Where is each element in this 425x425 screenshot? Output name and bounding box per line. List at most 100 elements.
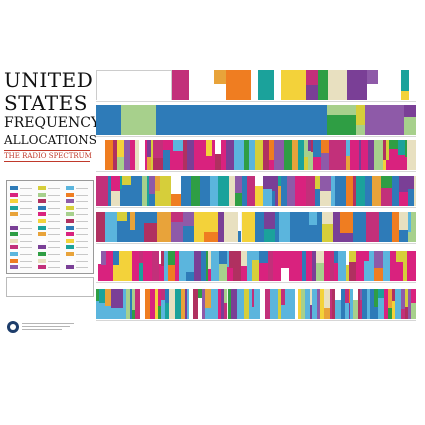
allocation-segment: [297, 289, 302, 319]
legend-text: [48, 221, 60, 222]
allocation-subsegment: [162, 140, 171, 150]
legend-text: [76, 234, 88, 236]
allocation-subsegment: [333, 251, 339, 263]
allocation-segment: [410, 212, 416, 242]
allocation-segment: [317, 212, 323, 242]
allocation-segment: [278, 212, 290, 242]
legend-swatch: [66, 192, 74, 197]
allocation-segment: [271, 176, 275, 206]
allocation-subsegment: [206, 140, 213, 157]
legend-text: [20, 194, 32, 196]
frequency-scale: [96, 101, 416, 102]
allocation-segment: [324, 289, 330, 319]
title-line: UNITED: [4, 68, 94, 92]
allocation-subsegment: [305, 70, 318, 86]
allocation-subsegment: [315, 176, 320, 189]
allocation-segment: [311, 251, 317, 281]
allocation-subsegment: [346, 140, 351, 157]
allocation-segment: [170, 140, 174, 170]
allocation-segment: [111, 176, 120, 206]
allocation-segment: [146, 176, 149, 206]
allocation-segment: [293, 251, 302, 281]
legend-swatch: [66, 232, 74, 237]
legend-text: [76, 207, 88, 209]
allocation-segment: [391, 212, 400, 242]
allocation-segment: [167, 251, 175, 281]
allocation-segment: [338, 251, 347, 281]
allocation-segment: [186, 251, 195, 281]
allocation-subsegment: [316, 251, 325, 264]
legend-swatch: [66, 219, 74, 223]
legend-text: [48, 260, 60, 262]
allocation-segment: [131, 289, 136, 319]
allocation-segment: [364, 105, 405, 135]
legend-text: [20, 227, 32, 229]
allocation-subsegment: [98, 251, 101, 265]
allocation-segment: [214, 140, 222, 170]
legend-text: [20, 214, 32, 216]
allocation-segment: [312, 289, 317, 319]
legend-swatch: [10, 265, 18, 270]
allocation-segment: [204, 212, 219, 242]
allocation-subsegment: [404, 289, 408, 307]
allocation-segment: [350, 289, 354, 319]
allocation-segment: [307, 140, 311, 170]
allocation-subsegment: [348, 251, 357, 262]
allocation-subsegment: [398, 176, 409, 193]
allocation-subsegment: [410, 289, 416, 303]
legend-swatch: [38, 265, 46, 270]
allocation-segment: [374, 140, 383, 170]
allocation-subsegment: [356, 105, 365, 125]
allocation-segment: [153, 140, 163, 170]
allocation-segment: [328, 70, 347, 100]
allocation-subsegment: [380, 176, 393, 188]
allocation-segment: [294, 176, 306, 206]
allocation-segment: [96, 105, 122, 135]
allocation-segment: [171, 176, 181, 206]
allocation-segment: [247, 176, 255, 206]
allocation-subsegment: [247, 176, 255, 193]
allocation-subsegment: [322, 212, 334, 225]
allocation-subsegment: [303, 140, 308, 158]
allocation-subsegment: [240, 251, 247, 266]
allocation-segment: [330, 176, 335, 206]
allocation-segment: [404, 105, 416, 135]
allocation-segment: [413, 251, 416, 281]
legend-swatch: [66, 265, 74, 270]
allocation-subsegment: [408, 176, 414, 190]
allocation-segment: [407, 140, 416, 170]
allocation-subsegment: [213, 70, 227, 85]
allocation-segment: [122, 289, 126, 319]
allocation-segment: [305, 70, 318, 100]
allocation-segment: [161, 251, 165, 281]
allocation-segment: [382, 251, 390, 281]
allocation-segment: [254, 176, 264, 206]
allocation-segment: [171, 212, 184, 242]
allocation-segment: [144, 289, 151, 319]
allocation-segment: [188, 289, 194, 319]
allocation-segment: [135, 289, 140, 319]
allocation-segment: [281, 70, 306, 100]
allocation-segment: [210, 176, 219, 206]
allocation-segment: [117, 212, 127, 242]
allocation-segment: [174, 289, 181, 319]
allocation-segment: [105, 140, 113, 170]
allocation-segment: [391, 289, 395, 319]
allocation-subsegment: [117, 212, 127, 222]
allocation-subsegment: [238, 212, 242, 232]
allocation-segment: [194, 251, 202, 281]
allocation-segment: [164, 176, 172, 206]
allocation-segment: [360, 140, 369, 170]
allocation-segment: [334, 176, 347, 206]
legend-text: [48, 194, 60, 196]
allocation-subsegment: [404, 140, 408, 157]
allocation-subsegment: [161, 251, 165, 267]
allocation-segment: [140, 289, 145, 319]
allocation-segment: [96, 251, 99, 281]
allocation-segment: [191, 176, 200, 206]
allocation-segment: [338, 140, 347, 170]
allocation-segment: [353, 289, 359, 319]
allocation-segment: [135, 140, 139, 170]
allocation-subsegment: [395, 251, 404, 262]
allocation-segment: [201, 251, 206, 281]
